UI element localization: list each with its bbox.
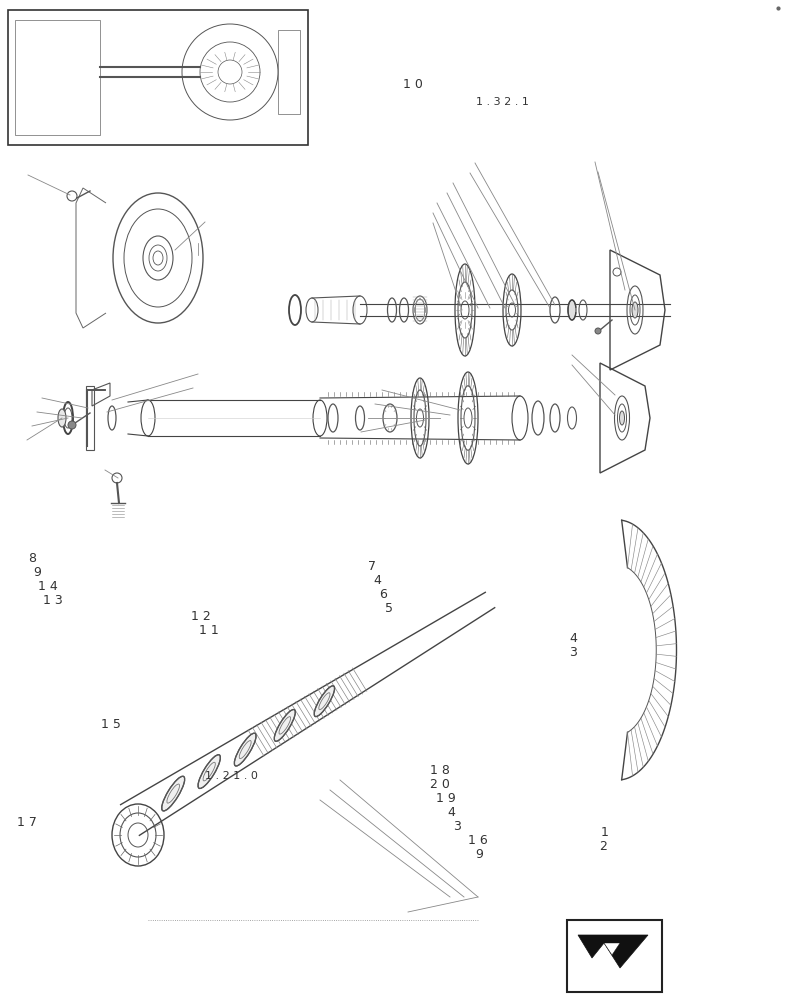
Text: 5: 5	[385, 602, 392, 615]
Text: 3: 3	[453, 820, 461, 832]
Text: 3: 3	[569, 647, 577, 660]
Bar	[15, 20, 100, 135]
Ellipse shape	[234, 733, 256, 766]
Text: 4: 4	[374, 574, 381, 587]
Text: 1 . 3 2 . 1: 1 . 3 2 . 1	[476, 97, 529, 107]
Bar	[86, 386, 94, 450]
Circle shape	[595, 328, 601, 334]
Ellipse shape	[619, 411, 625, 425]
Bar	[567, 920, 662, 992]
Circle shape	[68, 421, 76, 429]
Text: 9: 9	[33, 566, 41, 580]
Text: 1: 1	[600, 826, 608, 838]
Ellipse shape	[198, 755, 221, 788]
Polygon shape	[578, 935, 648, 968]
Ellipse shape	[162, 776, 184, 811]
Bar	[278, 30, 300, 114]
Text: 8: 8	[28, 552, 36, 566]
Text: 4: 4	[569, 633, 577, 646]
Ellipse shape	[58, 409, 66, 427]
Ellipse shape	[314, 686, 335, 717]
Text: 7: 7	[368, 560, 376, 574]
Text: 1 9: 1 9	[436, 792, 455, 804]
Ellipse shape	[632, 302, 638, 318]
Text: 1 3: 1 3	[43, 594, 62, 607]
Polygon shape	[604, 943, 620, 955]
Text: 1 0: 1 0	[403, 79, 423, 92]
Text: 1 2: 1 2	[191, 609, 211, 622]
Text: 4: 4	[448, 806, 455, 818]
Ellipse shape	[568, 300, 576, 320]
Text: 6: 6	[379, 588, 387, 601]
Text: 1 . 2 1 . 0: 1 . 2 1 . 0	[205, 771, 258, 781]
Bar	[8, 10, 308, 145]
Text: 1 1: 1 1	[199, 624, 218, 637]
Text: 2 0: 2 0	[430, 778, 450, 790]
Text: 1 8: 1 8	[430, 764, 450, 776]
Text: 9: 9	[475, 848, 483, 860]
Text: 2: 2	[599, 840, 607, 852]
Ellipse shape	[274, 709, 296, 741]
Text: 1 6: 1 6	[468, 834, 488, 846]
Text: 1 7: 1 7	[17, 816, 37, 828]
Text: 1 5: 1 5	[101, 718, 121, 730]
Text: 1 4: 1 4	[38, 580, 58, 593]
